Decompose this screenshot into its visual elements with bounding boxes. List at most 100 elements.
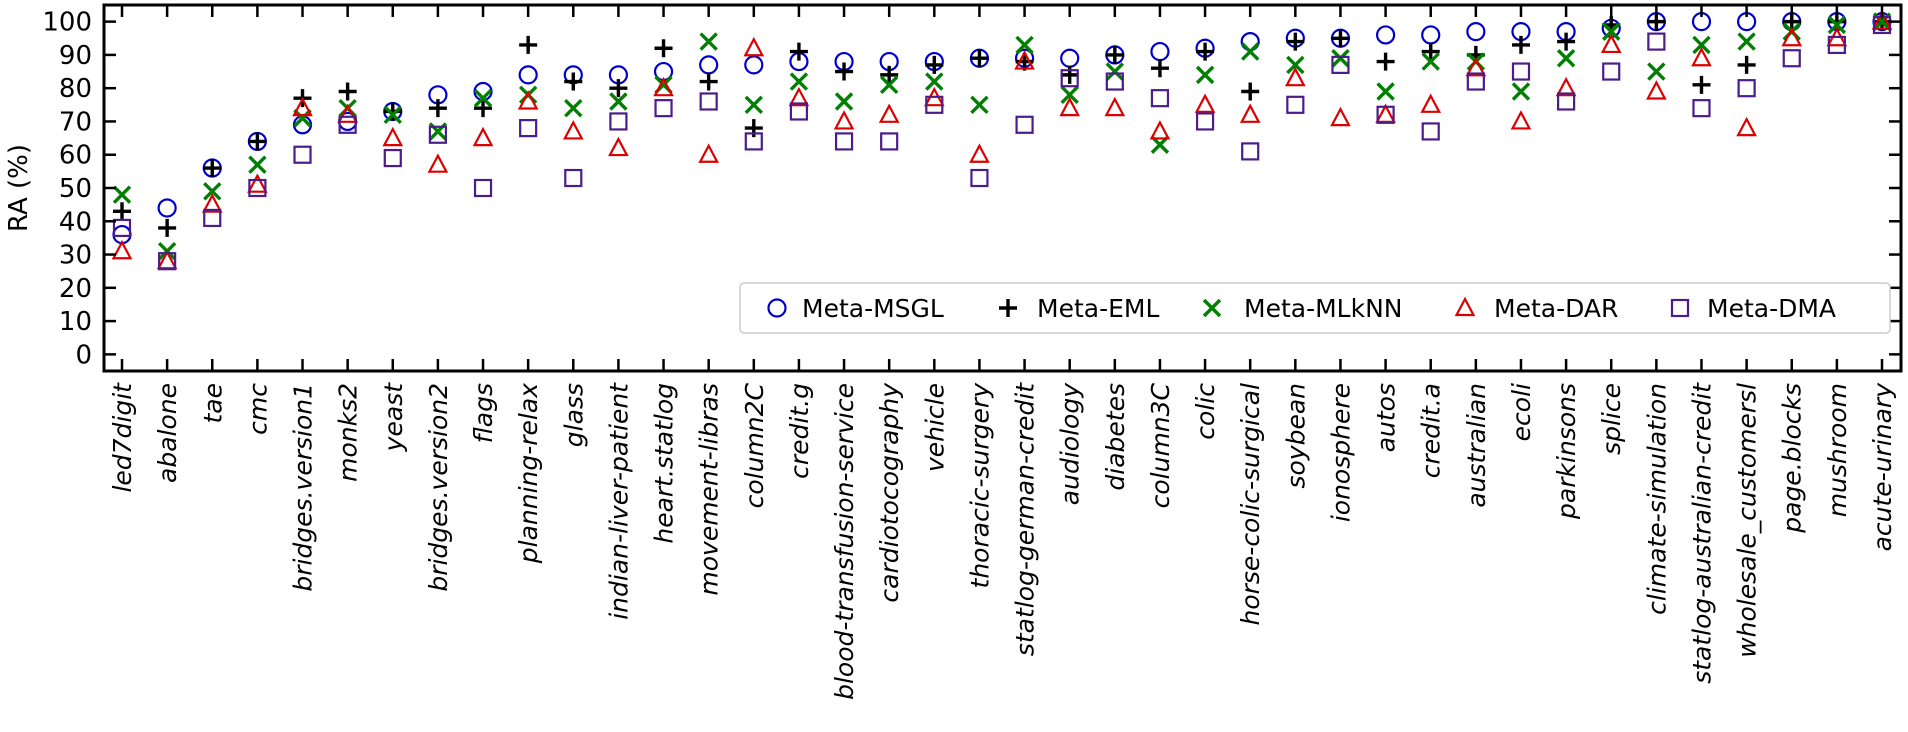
data-point — [1556, 49, 1576, 68]
x-tick-label: wholesale_customersl — [1733, 383, 1762, 658]
series-meta-dma — [112, 15, 1892, 271]
data-point — [1150, 41, 1170, 62]
data-point — [519, 119, 538, 138]
x-tick-label: flags — [469, 383, 498, 443]
data-point — [1060, 65, 1079, 84]
data-point — [1827, 35, 1846, 55]
data-point — [473, 88, 493, 108]
x-tick-label: ecoli — [1507, 383, 1536, 441]
legend-entry: Meta-MSGL — [767, 294, 944, 323]
data-point — [1060, 85, 1079, 105]
data-point — [1376, 52, 1395, 71]
data-point — [699, 72, 718, 91]
data-point — [1781, 26, 1803, 47]
legend-label: Meta-DMA — [1707, 294, 1836, 323]
x-tick-label: page.blocks — [1778, 383, 1807, 534]
data-point — [292, 96, 313, 117]
data-point — [609, 79, 628, 98]
y-tick-label: 20 — [59, 274, 92, 304]
legend-entry: Meta-DMA — [1670, 294, 1836, 323]
data-point — [1466, 22, 1486, 42]
data-point — [1646, 80, 1667, 100]
data-point — [608, 136, 629, 157]
data-point — [789, 102, 809, 121]
legend-label: Meta-DAR — [1494, 294, 1618, 323]
data-point — [1014, 50, 1035, 70]
data-point — [880, 132, 899, 151]
data-point — [1511, 62, 1531, 81]
y-tick-label: 60 — [59, 141, 92, 171]
data-point — [969, 143, 990, 163]
x-tick-label: glass — [559, 383, 588, 447]
data-point — [1060, 69, 1079, 88]
y-tick-label: 30 — [59, 241, 92, 271]
legend-label: Meta-EML — [1037, 294, 1159, 323]
data-point — [248, 178, 267, 198]
data-point — [1059, 96, 1081, 117]
data-point — [834, 132, 854, 151]
data-point — [1737, 79, 1756, 98]
x-tick-label: statlog-australian-credit — [1687, 382, 1716, 684]
x-tick-label: mushroom — [1823, 383, 1852, 517]
data-point — [1196, 42, 1215, 61]
data-point — [156, 249, 178, 270]
x-tick-label: horse-colic-surgical — [1236, 383, 1265, 626]
data-point — [1692, 35, 1711, 55]
data-point — [1557, 32, 1576, 51]
data-point — [562, 120, 584, 140]
data-markers — [111, 10, 1893, 271]
x-tick-label: autos — [1372, 383, 1401, 452]
data-point — [653, 76, 674, 97]
data-point — [699, 55, 719, 75]
x-tick-label: soybean — [1281, 383, 1310, 489]
data-point — [744, 95, 763, 115]
data-point — [472, 126, 494, 147]
data-point — [203, 159, 222, 178]
data-point — [1511, 82, 1531, 101]
data-point — [880, 65, 899, 84]
data-point — [428, 99, 447, 118]
data-point — [1691, 46, 1712, 67]
data-point — [1104, 96, 1126, 117]
data-point — [1737, 32, 1756, 51]
data-point — [788, 86, 810, 107]
data-point — [925, 95, 944, 114]
x-tick-label: heart.statlog — [650, 383, 679, 544]
y-tick-label: 0 — [75, 340, 92, 370]
data-point — [1465, 56, 1487, 77]
x-tick-label: yeast — [379, 382, 408, 453]
data-point — [1421, 52, 1440, 71]
x-tick-label: credit.g — [785, 383, 814, 479]
data-point — [1105, 45, 1124, 64]
data-point — [1015, 115, 1034, 134]
data-point — [743, 36, 765, 57]
x-tick-label: led7digit — [108, 382, 137, 493]
data-point — [878, 103, 900, 123]
x-tick-label: parkinsons — [1552, 383, 1581, 520]
data-point — [248, 155, 267, 174]
legend-marker — [1454, 296, 1476, 317]
x-tick-label: statlog-german-credit — [1011, 382, 1040, 656]
data-point — [1602, 62, 1621, 81]
legend-marker — [1202, 298, 1222, 318]
data-point — [1331, 29, 1350, 48]
data-point — [1241, 142, 1260, 161]
data-point — [338, 82, 357, 101]
data-point — [203, 208, 222, 228]
data-point — [609, 92, 628, 111]
data-point — [293, 145, 312, 164]
data-point — [699, 92, 718, 111]
data-point — [925, 55, 944, 74]
data-point — [1511, 35, 1530, 54]
data-point — [1195, 112, 1215, 131]
data-point — [383, 148, 402, 168]
data-point — [1692, 99, 1711, 118]
series-meta-eml — [113, 12, 1891, 237]
data-point — [1510, 110, 1532, 130]
data-point — [970, 49, 989, 68]
y-tick-label: 80 — [59, 74, 92, 104]
legend-entry: Meta-DAR — [1454, 294, 1618, 323]
data-point — [427, 153, 449, 173]
data-point — [789, 42, 808, 61]
